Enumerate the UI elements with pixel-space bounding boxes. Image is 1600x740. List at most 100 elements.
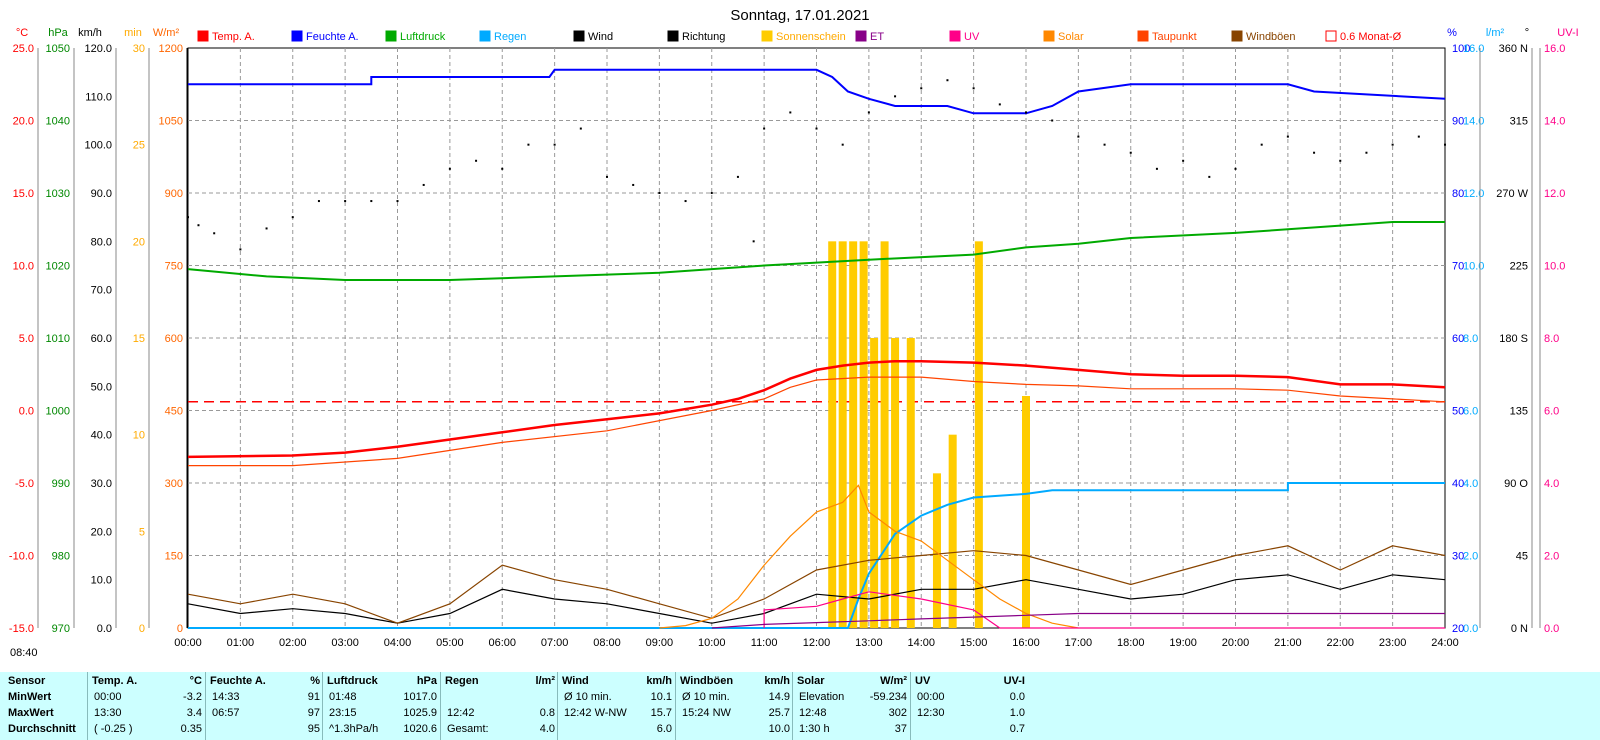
- tick-label-wind: 100.0: [84, 140, 112, 152]
- cell-value: 1017.0: [403, 691, 437, 703]
- direction-point: [632, 183, 635, 186]
- tick-label-solar: 0: [177, 623, 183, 635]
- direction-point: [1025, 111, 1027, 114]
- cell-time: ^1.3hPa/h: [329, 723, 379, 735]
- sunshine-bar: [849, 241, 858, 629]
- legend-label: Taupunkt: [1152, 31, 1197, 43]
- cell-time: Ø 10 min.: [682, 691, 730, 703]
- tick-label-solar: 600: [165, 333, 183, 345]
- legend-swatch: [761, 30, 773, 42]
- x-tick-label: 11:00: [751, 637, 778, 649]
- direction-point: [422, 183, 425, 186]
- legend-swatch: [1325, 30, 1337, 42]
- column-separator: [322, 672, 323, 740]
- cell-value: 4.0: [539, 723, 555, 735]
- direction-point: [553, 143, 556, 146]
- direction-point: [1339, 159, 1342, 162]
- column-unit: %: [310, 675, 320, 687]
- direction-point: [1365, 151, 1368, 154]
- tick-label-rain: 8.0: [1463, 333, 1478, 345]
- tick-label-wind: 10.0: [91, 575, 112, 587]
- cell-time: 14:33: [212, 691, 240, 703]
- cell-value: 37: [894, 723, 907, 735]
- direction-point: [606, 175, 608, 178]
- legend-label: Regen: [494, 31, 526, 43]
- direction-point: [291, 216, 294, 219]
- x-tick-label: 19:00: [1169, 637, 1197, 649]
- tick-label-direction: 270 W: [1496, 188, 1528, 200]
- x-tick-label: 03:00: [331, 637, 359, 649]
- chart-legend: Temp. A. Feuchte A. Luftdruck Regen Wind Rich…: [197, 30, 1402, 43]
- tick-label-rain: 2.0: [1463, 551, 1478, 563]
- axis-unit-label: UV-I: [1557, 27, 1578, 39]
- direction-point: [527, 143, 530, 146]
- legend-swatch: [1231, 30, 1243, 42]
- cell-value: 95: [307, 723, 320, 735]
- cell-value: 25.7: [768, 707, 790, 719]
- chart-series: [187, 68, 1446, 629]
- x-tick-label: 01:00: [227, 637, 255, 649]
- tick-label-pressure: 990: [52, 478, 70, 490]
- tick-label-sunshine: 30: [133, 43, 145, 55]
- column-separator: [205, 672, 206, 740]
- direction-point: [763, 127, 766, 130]
- tick-label-solar: 750: [165, 261, 183, 273]
- tick-label-direction: 360 N: [1499, 43, 1528, 55]
- axis-unit-label: %: [1447, 27, 1457, 39]
- tick-label-humidity: 50: [1452, 406, 1464, 418]
- legend-label: Luftdruck: [400, 31, 446, 43]
- tick-label-pressure: 1050: [46, 43, 70, 55]
- direction-point: [946, 79, 949, 82]
- legend-swatch: [291, 30, 303, 42]
- chart-grid: [187, 47, 1446, 629]
- legend-swatch: [949, 30, 961, 42]
- x-tick-label: 13:00: [855, 637, 883, 649]
- statistics-table: Sensor MinWert MaxWert Durchschnitt Temp. A.…: [0, 672, 1600, 740]
- x-tick-label: 04:00: [384, 637, 412, 649]
- series-line-regen: [188, 482, 1445, 629]
- legend-swatch: [479, 30, 491, 42]
- tick-label-pressure: 980: [52, 551, 70, 563]
- tick-label-humidity: 90: [1452, 116, 1464, 128]
- tick-label-solar: 1050: [159, 116, 183, 128]
- column-unit: UV-I: [1003, 675, 1025, 687]
- direction-point: [920, 87, 923, 90]
- tick-label-direction: 180 S: [1499, 333, 1528, 345]
- legend-label: ET: [870, 31, 884, 43]
- tick-label-temp: 20.0: [13, 116, 34, 128]
- cell-value: 15.7: [650, 707, 672, 719]
- tick-label-wind: 30.0: [91, 478, 112, 490]
- legend-label: Solar: [1058, 31, 1084, 43]
- start-time-marker: 08:40: [10, 647, 38, 659]
- tick-label-humidity: 40: [1452, 478, 1464, 490]
- direction-point: [1391, 143, 1394, 146]
- cell-time: 06:57: [212, 707, 240, 719]
- cell-time: 12:42 W-NW: [564, 707, 627, 719]
- tick-label-sunshine: 20: [133, 236, 145, 248]
- sunshine-bar: [948, 434, 957, 628]
- tick-label-humidity: 100: [1452, 43, 1470, 55]
- x-tick-label: 09:00: [646, 637, 674, 649]
- tick-label-pressure: 1020: [46, 261, 70, 273]
- legend-label: Temp. A.: [212, 31, 255, 43]
- series-line-tempa: [187, 359, 1446, 459]
- direction-point: [1286, 135, 1289, 138]
- direction-point: [1051, 119, 1054, 122]
- cell-value: 14.9: [768, 691, 790, 703]
- sunshine-bar: [974, 241, 983, 629]
- tick-label-uv: 10.0: [1544, 261, 1565, 273]
- direction-point: [187, 216, 189, 219]
- tick-label-wind: 70.0: [91, 285, 112, 297]
- cell-time: 15:24 NW: [682, 707, 731, 719]
- tick-label-sunshine: 10: [133, 430, 145, 442]
- tick-label-solar: 900: [165, 188, 183, 200]
- sunshine-bar: [838, 241, 847, 629]
- x-tick-label: 05:00: [436, 637, 464, 649]
- legend-label: Richtung: [682, 31, 725, 43]
- x-tick-label: 14:00: [907, 637, 935, 649]
- tick-label-uv: 16.0: [1544, 43, 1565, 55]
- cell-value: 302: [888, 707, 907, 719]
- tick-label-direction: 315: [1510, 116, 1528, 128]
- direction-point: [1313, 151, 1316, 154]
- column-separator: [87, 672, 88, 740]
